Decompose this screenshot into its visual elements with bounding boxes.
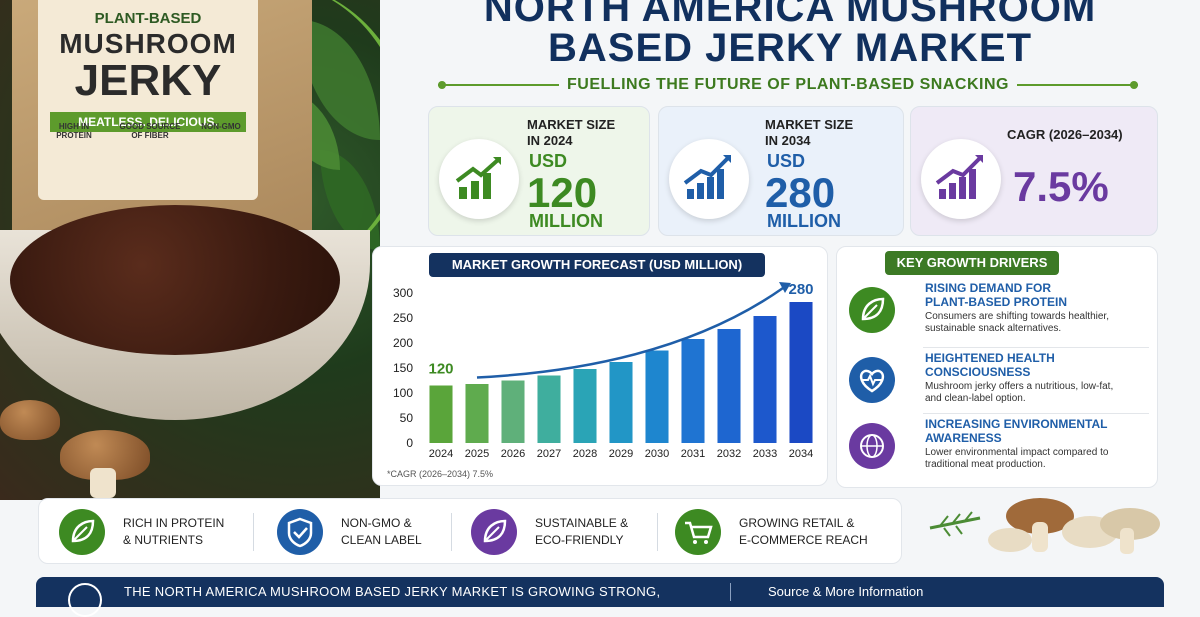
bar — [753, 316, 777, 443]
stat-prefix: USD — [767, 151, 806, 171]
cart-icon — [675, 509, 721, 555]
page-subtitle: FUELLING THE FUTURE OF PLANT-BASED SNACK… — [567, 76, 1009, 93]
driver-item: HEIGHTENED HEALTH CONSCIOUSNESS Mushroom … — [837, 351, 1159, 415]
forecast-chart-panel: 0 50 100 150 200 250 300 2024 2025 2026 2027 2028 20… — [372, 246, 828, 486]
driver-title: RISING DEMAND FOR PLANT-BASED PROTEIN — [925, 281, 1068, 309]
driver-desc: Lower environmental impact compared to t… — [925, 447, 1109, 470]
package-feature: NON-GMO — [201, 122, 241, 131]
package-slogan: MEATLESS. DELICIOUS. — [50, 112, 246, 132]
bar — [717, 329, 741, 443]
x-tick-label: 2034 — [789, 448, 813, 460]
bar — [681, 339, 705, 443]
x-tick-label: 2024 — [429, 448, 453, 460]
chart-note: *CAGR (2026–2034) 7.5% — [387, 469, 494, 479]
package-name-line1: MUSHROOM — [59, 28, 237, 59]
heartbeat-icon — [849, 357, 895, 403]
stat-label: CAGR (2026–2034) — [1007, 127, 1123, 142]
data-label-end: 280 — [788, 281, 813, 298]
stat-prefix: USD — [529, 151, 568, 171]
bar — [465, 384, 489, 443]
source-link[interactable]: Source & More Information — [768, 584, 924, 599]
stat-suffix: MILLION — [767, 211, 841, 231]
bar — [429, 385, 453, 443]
drivers-heading: KEY GROWTH DRIVERS — [885, 251, 1059, 275]
feature-label: RICH IN PROTEIN & NUTRIENTS — [123, 516, 225, 547]
stat-card-2034: MARKET SIZE IN 2034 USD 280 MILLION — [658, 106, 904, 236]
forecast-chart: 0 50 100 150 200 250 300 2024 2025 2026 2027 2028 20… — [393, 281, 814, 460]
y-tick-label: 0 — [406, 436, 413, 450]
feature-label: GROWING RETAIL & E-COMMERCE REACH — [739, 516, 868, 547]
driver-desc: Consumers are shifting towards healthier… — [925, 311, 1109, 334]
x-tick-label: 2029 — [609, 448, 633, 460]
bar — [501, 380, 525, 443]
x-tick-label: 2033 — [753, 448, 777, 460]
globe-icon — [68, 583, 102, 617]
feature-item: GROWING RETAIL & E-COMMERCE REACH — [675, 507, 895, 557]
x-tick-label: 2027 — [537, 448, 561, 460]
stat-label: MARKET SIZE IN 2024 — [527, 117, 616, 148]
y-tick-label: 50 — [400, 411, 414, 425]
driver-desc: Mushroom jerky offers a nutritious, low-… — [925, 381, 1114, 404]
driver-item: INCREASING ENVIRONMENTAL AWARENESS Lower … — [837, 417, 1159, 481]
y-tick-label: 200 — [393, 336, 413, 350]
leaf-icon — [849, 287, 895, 333]
features-bar: RICH IN PROTEIN & NUTRIENTS NON-GMO & CLEA… — [38, 498, 902, 564]
bar — [573, 369, 597, 443]
chart-title: MARKET GROWTH FORECAST (USD MILLION) — [429, 253, 765, 277]
footer-bar: THE NORTH AMERICA MUSHROOM BASED JERKY M… — [36, 577, 1164, 617]
x-tick-label: 2025 — [465, 448, 489, 460]
y-tick-label: 100 — [393, 386, 413, 400]
growth-chart-icon — [921, 139, 1001, 219]
driver-title: INCREASING ENVIRONMENTAL AWARENESS — [925, 417, 1108, 445]
bar — [645, 350, 669, 443]
x-tick-label: 2028 — [573, 448, 597, 460]
y-tick-label: 300 — [393, 286, 413, 300]
growth-drivers-panel: KEY GROWTH DRIVERS RISING DEMAND FOR PLAN… — [836, 246, 1158, 488]
trend-arrowhead — [779, 282, 791, 293]
growth-chart-icon — [669, 139, 749, 219]
package-name-line2: JERKY — [74, 56, 222, 105]
jerky-pile — [10, 205, 340, 355]
driver-title: HEIGHTENED HEALTH CONSCIOUSNESS — [925, 351, 1055, 379]
y-tick-label: 250 — [393, 311, 413, 325]
y-tick-label: 150 — [393, 361, 413, 375]
product-hero-image: PLANT-BASED MUSHROOM JERKY MEATLESS. DEL… — [0, 0, 380, 500]
shield-check-icon — [277, 509, 323, 555]
stat-suffix: MILLION — [529, 211, 603, 231]
stat-card-2024: MARKET SIZE IN 2024 USD 120 MILLION — [428, 106, 650, 236]
stat-card-cagr: CAGR (2026–2034) 7.5% — [910, 106, 1158, 236]
globe-leaf-icon — [849, 423, 895, 469]
trend-arrow — [476, 286, 784, 379]
page-title-line1: NORTH AMERICA MUSHROOM — [483, 0, 1097, 30]
mushroom-icon — [0, 400, 60, 440]
leaf-icon — [471, 509, 517, 555]
stat-value: 120 — [527, 169, 598, 216]
footer-text: THE NORTH AMERICA MUSHROOM BASED JERKY M… — [124, 584, 661, 599]
subtitle-row: FUELLING THE FUTURE OF PLANT-BASED SNACK… — [438, 74, 1139, 96]
leaf-icon — [59, 509, 105, 555]
stat-value: 280 — [765, 169, 836, 216]
package-feature: GOOD SOURCE OF FIBER — [119, 122, 181, 140]
page-title-line2: BASED JERKY MARKET — [548, 26, 1032, 70]
driver-item: RISING DEMAND FOR PLANT-BASED PROTEIN Con… — [837, 281, 1159, 345]
stat-value: 7.5% — [1013, 163, 1109, 210]
package-tag: PLANT-BASED — [94, 10, 202, 27]
growth-chart-icon — [439, 139, 519, 219]
feature-label: SUSTAINABLE & ECO-FRIENDLY — [535, 516, 629, 547]
x-tick-label: 2026 — [501, 448, 525, 460]
bar — [789, 302, 813, 443]
feature-item: NON-GMO & CLEAN LABEL — [277, 507, 477, 557]
feature-item: SUSTAINABLE & ECO-FRIENDLY — [471, 507, 671, 557]
x-tick-label: 2030 — [645, 448, 669, 460]
x-tick-label: 2031 — [681, 448, 705, 460]
package-feature: HIGH IN PROTEIN — [56, 122, 92, 140]
x-tick-label: 2032 — [717, 448, 741, 460]
bar — [537, 375, 561, 443]
mushrooms-decoration — [920, 488, 1200, 568]
data-label-start: 120 — [428, 361, 453, 378]
stat-label: MARKET SIZE IN 2034 — [765, 117, 854, 148]
bar — [609, 362, 633, 443]
feature-item: RICH IN PROTEIN & NUTRIENTS — [59, 507, 259, 557]
feature-label: NON-GMO & CLEAN LABEL — [341, 516, 422, 547]
